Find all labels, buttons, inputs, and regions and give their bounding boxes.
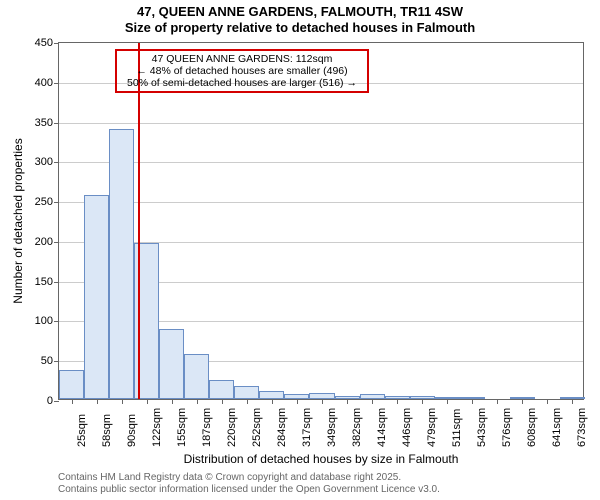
x-tick-label: 252sqm <box>251 408 263 447</box>
x-tick-label: 317sqm <box>301 408 313 447</box>
x-tick-label: 543sqm <box>476 408 488 447</box>
x-tick-label: 90sqm <box>126 414 138 447</box>
x-tick-label: 155sqm <box>176 408 188 447</box>
y-tick-label: 150 <box>35 276 59 288</box>
annotation-line: ← 48% of detached houses are smaller (49… <box>121 65 363 77</box>
histogram-bar <box>109 129 134 399</box>
y-axis-title: Number of detached properties <box>11 138 25 303</box>
x-tick-mark <box>97 399 98 404</box>
x-tick-mark <box>447 399 448 404</box>
x-tick-mark <box>172 399 173 404</box>
plot-area: 05010015020025030035040045025sqm58sqm90s… <box>58 42 584 400</box>
x-tick-mark <box>397 399 398 404</box>
x-tick-mark <box>72 399 73 404</box>
y-tick-label: 50 <box>41 355 59 367</box>
x-tick-mark <box>272 399 273 404</box>
x-tick-label: 479sqm <box>426 408 438 447</box>
subject-marker-line <box>138 43 140 399</box>
y-tick-label: 400 <box>35 77 59 89</box>
y-tick-label: 200 <box>35 236 59 248</box>
attribution-line-1: Contains HM Land Registry data © Crown c… <box>58 472 440 484</box>
y-tick-label: 300 <box>35 156 59 168</box>
x-tick-mark <box>122 399 123 404</box>
x-tick-label: 673sqm <box>576 408 588 447</box>
x-tick-label: 284sqm <box>276 408 288 447</box>
y-tick-label: 350 <box>35 117 59 129</box>
x-tick-mark <box>472 399 473 404</box>
x-tick-label: 414sqm <box>376 408 388 447</box>
x-tick-mark <box>347 399 348 404</box>
x-tick-label: 25sqm <box>76 414 88 447</box>
x-tick-label: 446sqm <box>401 408 413 447</box>
x-tick-mark <box>297 399 298 404</box>
histogram-bar <box>184 354 209 399</box>
x-tick-mark <box>572 399 573 404</box>
x-axis-title: Distribution of detached houses by size … <box>184 452 459 466</box>
y-tick-label: 100 <box>35 315 59 327</box>
x-tick-mark <box>222 399 223 404</box>
x-tick-mark <box>247 399 248 404</box>
histogram-bar <box>259 391 284 399</box>
title-block: 47, QUEEN ANNE GARDENS, FALMOUTH, TR11 4… <box>0 0 600 35</box>
annotation-line: 47 QUEEN ANNE GARDENS: 112sqm <box>121 53 363 65</box>
x-tick-label: 122sqm <box>151 408 163 447</box>
x-tick-mark <box>422 399 423 404</box>
chart-container: 47, QUEEN ANNE GARDENS, FALMOUTH, TR11 4… <box>0 0 600 500</box>
x-tick-label: 220sqm <box>226 408 238 447</box>
y-tick-label: 250 <box>35 196 59 208</box>
annotation-box: 47 QUEEN ANNE GARDENS: 112sqm← 48% of de… <box>115 49 369 93</box>
attribution-text: Contains HM Land Registry data © Crown c… <box>58 472 440 496</box>
x-tick-label: 641sqm <box>551 408 563 447</box>
x-tick-mark <box>372 399 373 404</box>
x-tick-label: 511sqm <box>451 409 463 447</box>
y-tick-label: 450 <box>35 37 59 49</box>
x-tick-label: 58sqm <box>101 414 113 447</box>
x-tick-label: 576sqm <box>501 408 513 447</box>
histogram-bar <box>234 386 259 399</box>
x-tick-mark <box>497 399 498 404</box>
x-tick-mark <box>322 399 323 404</box>
x-tick-mark <box>522 399 523 404</box>
x-tick-mark <box>547 399 548 404</box>
x-tick-mark <box>147 399 148 404</box>
annotation-line: 50% of semi-detached houses are larger (… <box>121 77 363 89</box>
title-line-2: Size of property relative to detached ho… <box>0 20 600 36</box>
title-line-1: 47, QUEEN ANNE GARDENS, FALMOUTH, TR11 4… <box>0 4 600 20</box>
x-tick-label: 349sqm <box>326 408 338 447</box>
histogram-bar <box>159 329 184 399</box>
x-tick-label: 187sqm <box>201 408 213 447</box>
y-tick-label: 0 <box>47 395 59 407</box>
histogram-bar <box>59 370 84 399</box>
histogram-bar <box>84 195 109 399</box>
attribution-line-2: Contains public sector information licen… <box>58 484 440 496</box>
x-tick-label: 608sqm <box>526 408 538 447</box>
histogram-bar <box>209 380 234 399</box>
x-tick-mark <box>197 399 198 404</box>
x-tick-label: 382sqm <box>351 408 363 447</box>
